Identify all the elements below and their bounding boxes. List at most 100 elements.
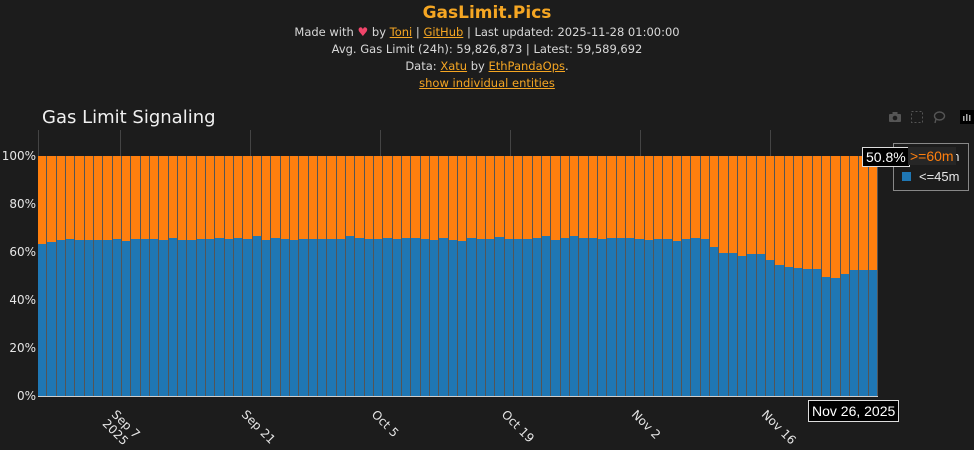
- bar[interactable]: [187, 156, 197, 396]
- bar[interactable]: [327, 156, 337, 396]
- bar[interactable]: [607, 156, 617, 396]
- bar[interactable]: [542, 156, 552, 396]
- bar[interactable]: [84, 156, 94, 396]
- legend-item-low[interactable]: <=45m: [902, 169, 959, 184]
- bar[interactable]: [131, 156, 141, 396]
- bar[interactable]: [290, 156, 300, 396]
- bar[interactable]: [47, 156, 57, 396]
- bar[interactable]: [672, 156, 682, 396]
- bar[interactable]: [635, 156, 645, 396]
- github-link[interactable]: GitHub: [423, 25, 464, 39]
- bar[interactable]: [271, 156, 281, 396]
- bar[interactable]: [523, 156, 533, 396]
- bar[interactable]: [448, 156, 458, 396]
- bar[interactable]: [644, 156, 654, 396]
- bar[interactable]: [355, 156, 365, 396]
- bar[interactable]: [822, 156, 832, 396]
- show-entities-link[interactable]: show individual entities: [419, 76, 555, 90]
- bar[interactable]: [803, 156, 813, 396]
- bar[interactable]: [234, 156, 244, 396]
- bar[interactable]: [710, 156, 720, 396]
- xatu-link[interactable]: Xatu: [440, 59, 468, 73]
- bar[interactable]: [159, 156, 169, 396]
- bar[interactable]: [532, 156, 542, 396]
- bar[interactable]: [112, 156, 122, 396]
- bar[interactable]: [626, 156, 636, 396]
- bar[interactable]: [196, 156, 206, 396]
- bar[interactable]: [392, 156, 402, 396]
- bar[interactable]: [812, 156, 822, 396]
- bar[interactable]: [551, 156, 561, 396]
- bar[interactable]: [654, 156, 664, 396]
- bar[interactable]: [859, 156, 869, 396]
- bar[interactable]: [122, 156, 132, 396]
- ethpandaops-link[interactable]: EthPandaOps: [488, 59, 565, 73]
- camera-icon[interactable]: [888, 110, 902, 124]
- bar[interactable]: [747, 156, 757, 396]
- bar[interactable]: [467, 156, 477, 396]
- bar[interactable]: [178, 156, 188, 396]
- bar[interactable]: [766, 156, 776, 396]
- bar[interactable]: [514, 156, 524, 396]
- bar[interactable]: [775, 156, 785, 396]
- bar[interactable]: [224, 156, 234, 396]
- bar[interactable]: [346, 156, 356, 396]
- bar[interactable]: [374, 156, 384, 396]
- bar[interactable]: [383, 156, 393, 396]
- bar[interactable]: [868, 156, 878, 396]
- bar[interactable]: [402, 156, 412, 396]
- bar[interactable]: [476, 156, 486, 396]
- bar[interactable]: [430, 156, 440, 396]
- bar[interactable]: [299, 156, 309, 396]
- bar[interactable]: [756, 156, 766, 396]
- bar[interactable]: [150, 156, 160, 396]
- bar[interactable]: [840, 156, 850, 396]
- plotly-logo-icon[interactable]: [960, 110, 974, 124]
- bar[interactable]: [598, 156, 608, 396]
- bar[interactable]: [318, 156, 328, 396]
- bar[interactable]: [308, 156, 318, 396]
- author-link[interactable]: Toni: [389, 25, 413, 39]
- bar[interactable]: [570, 156, 580, 396]
- bar[interactable]: [280, 156, 290, 396]
- bar[interactable]: [738, 156, 748, 396]
- bar[interactable]: [38, 156, 48, 396]
- bar[interactable]: [140, 156, 150, 396]
- bar[interactable]: [439, 156, 449, 396]
- bar[interactable]: [262, 156, 272, 396]
- bar[interactable]: [252, 156, 262, 396]
- bar[interactable]: [336, 156, 346, 396]
- bar[interactable]: [850, 156, 860, 396]
- bar[interactable]: [420, 156, 430, 396]
- bar[interactable]: [691, 156, 701, 396]
- bar[interactable]: [56, 156, 66, 396]
- box-select-icon[interactable]: [910, 110, 924, 124]
- bar[interactable]: [458, 156, 468, 396]
- bar[interactable]: [168, 156, 178, 396]
- bar[interactable]: [75, 156, 85, 396]
- bar[interactable]: [504, 156, 514, 396]
- bar[interactable]: [411, 156, 421, 396]
- bar[interactable]: [486, 156, 496, 396]
- bar[interactable]: [728, 156, 738, 396]
- plot-area[interactable]: [38, 156, 878, 396]
- bar[interactable]: [560, 156, 570, 396]
- bar[interactable]: [700, 156, 710, 396]
- bar[interactable]: [616, 156, 626, 396]
- bar[interactable]: [831, 156, 841, 396]
- bar[interactable]: [66, 156, 76, 396]
- bar[interactable]: [719, 156, 729, 396]
- bar[interactable]: [579, 156, 589, 396]
- bar[interactable]: [784, 156, 794, 396]
- bar[interactable]: [663, 156, 673, 396]
- bar[interactable]: [206, 156, 216, 396]
- bar[interactable]: [794, 156, 804, 396]
- bar[interactable]: [103, 156, 113, 396]
- bar[interactable]: [364, 156, 374, 396]
- bar[interactable]: [94, 156, 104, 396]
- bar[interactable]: [215, 156, 225, 396]
- bar[interactable]: [682, 156, 692, 396]
- bar[interactable]: [588, 156, 598, 396]
- lasso-icon[interactable]: [932, 110, 946, 124]
- bar[interactable]: [243, 156, 253, 396]
